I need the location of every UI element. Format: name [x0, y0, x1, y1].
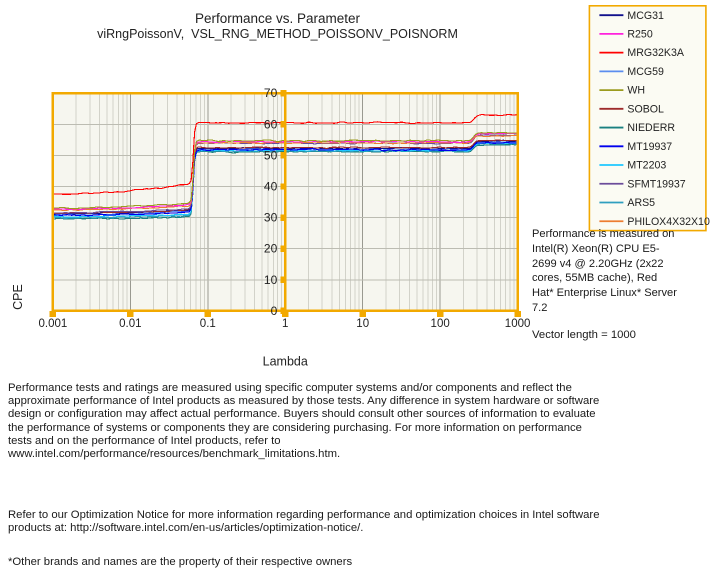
svg-text:R250: R250 — [627, 29, 652, 41]
svg-text:MRG32K3A: MRG32K3A — [627, 47, 684, 59]
svg-text:WH: WH — [627, 85, 645, 97]
svg-text:SOBOL: SOBOL — [627, 103, 664, 115]
svg-text:MT19937: MT19937 — [627, 141, 672, 153]
svg-text:MCG31: MCG31 — [627, 10, 664, 22]
svg-text:1: 1 — [282, 318, 288, 330]
svg-text:ARS5: ARS5 — [627, 197, 655, 209]
svg-text:0.1: 0.1 — [200, 318, 216, 330]
svg-text:0.01: 0.01 — [119, 318, 141, 330]
svg-text:MCG59: MCG59 — [627, 66, 664, 78]
svg-text:10: 10 — [356, 318, 369, 330]
svg-text:CPE: CPE — [11, 284, 25, 310]
svg-text:100: 100 — [431, 318, 450, 330]
svg-text:SFMT19937: SFMT19937 — [627, 178, 685, 190]
svg-text:Lambda: Lambda — [263, 355, 308, 369]
svg-text:1000: 1000 — [505, 318, 531, 330]
svg-text:20: 20 — [264, 242, 278, 256]
svg-text:0.001: 0.001 — [39, 318, 68, 330]
svg-text:0: 0 — [271, 304, 278, 318]
svg-text:NIEDERR: NIEDERR — [627, 122, 675, 134]
svg-text:MT2203: MT2203 — [627, 160, 666, 172]
svg-text:10: 10 — [264, 273, 278, 287]
